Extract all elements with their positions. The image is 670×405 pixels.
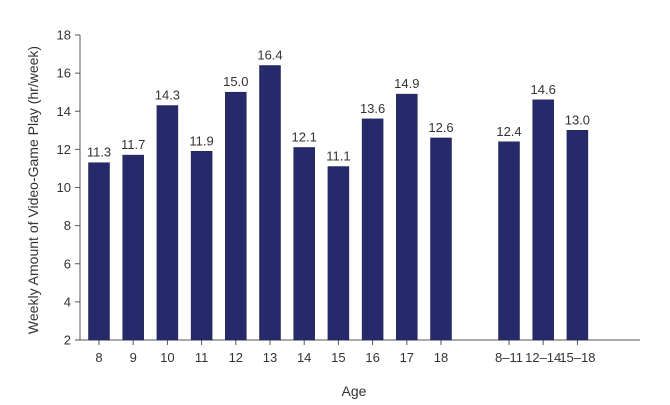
bar xyxy=(225,91,247,341)
bar-value-label: 13.0 xyxy=(565,112,590,127)
y-tick-label: 6 xyxy=(64,256,71,271)
x-tick-label: 17 xyxy=(400,350,414,365)
bar-value-label: 12.1 xyxy=(292,129,317,144)
bar xyxy=(88,162,110,341)
x-tick-label: 16 xyxy=(365,350,379,365)
bar-value-label: 11.7 xyxy=(121,137,145,152)
y-tick-label: 12 xyxy=(57,142,71,157)
x-tick-label: 10 xyxy=(160,350,174,365)
bar-value-label: 11.9 xyxy=(189,133,213,148)
y-axis: 2 4 6 8 10 12 14 16 18 xyxy=(57,28,81,348)
bar xyxy=(566,130,589,341)
bar-value-label: 15.0 xyxy=(223,74,248,89)
x-tick-label: 12–14 xyxy=(525,350,561,365)
x-tick-label: 11 xyxy=(195,350,209,365)
bar-value-label: 16.4 xyxy=(257,48,282,63)
bar-value-label: 14.3 xyxy=(155,88,180,103)
y-tick-label: 18 xyxy=(57,28,71,43)
bar-value-label: 11.1 xyxy=(326,149,350,164)
x-tick-label: 13 xyxy=(263,350,277,365)
y-tick-label: 16 xyxy=(57,66,71,81)
bar xyxy=(259,65,281,341)
x-tick-label: 15–18 xyxy=(559,350,595,365)
bar-value-label: 14.9 xyxy=(394,76,419,91)
data-labels: 11.3 11.7 14.3 11.9 15.0 16.4 12.1 11.1 13.6 14.9… xyxy=(87,48,590,164)
bar xyxy=(293,147,315,341)
y-tick-label: 10 xyxy=(57,180,71,195)
x-tick-label: 9 xyxy=(130,350,137,365)
x-tick-label: 8 xyxy=(95,350,102,365)
bar-value-label: 12.4 xyxy=(496,124,521,139)
x-axis-title: Age xyxy=(342,383,367,399)
y-tick-label: 4 xyxy=(64,294,71,309)
bar-value-label: 13.6 xyxy=(360,101,385,116)
bar xyxy=(327,166,350,341)
y-tick-label: 14 xyxy=(57,104,71,119)
bar xyxy=(156,105,179,341)
bar xyxy=(190,151,213,341)
bar-value-label: 14.6 xyxy=(531,82,556,97)
bar xyxy=(430,137,452,341)
x-tick-label: 18 xyxy=(434,350,448,365)
bar-value-label: 12.6 xyxy=(428,120,453,135)
bar xyxy=(532,99,554,341)
y-tick-label: 2 xyxy=(64,333,71,348)
x-tick-label: 14 xyxy=(297,350,311,365)
bar xyxy=(396,93,418,341)
y-tick-label: 8 xyxy=(64,218,71,233)
bar xyxy=(122,154,144,341)
x-tick-label: 8–11 xyxy=(495,350,523,365)
x-tick-label: 12 xyxy=(229,350,243,365)
bars xyxy=(88,65,589,341)
y-axis-title: Weekly Amount of Video-Game Play (hr/wee… xyxy=(25,46,41,334)
x-tick-label: 15 xyxy=(331,350,345,365)
bar xyxy=(361,118,384,341)
bar-value-label: 11.3 xyxy=(87,145,111,160)
bar xyxy=(498,141,520,341)
